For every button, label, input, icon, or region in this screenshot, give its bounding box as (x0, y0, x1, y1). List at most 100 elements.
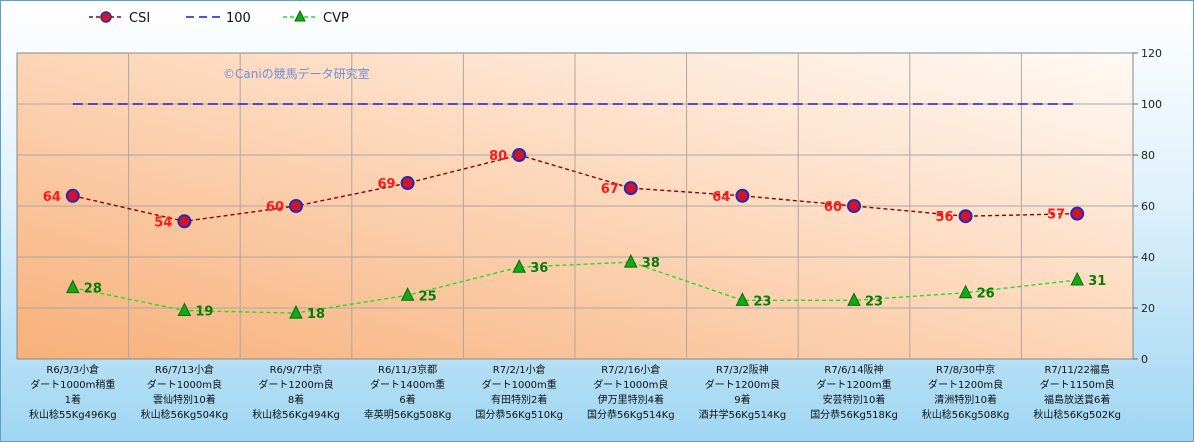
y-tick-label: 120 (1141, 47, 1162, 60)
y-tick-label: 60 (1141, 200, 1155, 213)
data-label: 19 (195, 305, 213, 320)
legend-item: CSI (89, 11, 150, 26)
data-label: 36 (530, 261, 548, 276)
data-label: 18 (307, 307, 325, 322)
legend-label: 100 (226, 11, 251, 26)
x-tick-label-line: R6/11/3京都 (378, 363, 437, 376)
data-label: 54 (154, 215, 172, 230)
y-tick-label: 0 (1141, 353, 1148, 366)
x-tick-label-line: ダート1000m重 (482, 378, 557, 391)
data-label: 64 (712, 190, 730, 205)
x-tick-label-line: R7/8/30中京 (936, 363, 995, 376)
x-tick-label-line: 清洲特別10着 (934, 393, 997, 406)
y-tick-label: 20 (1141, 302, 1155, 315)
legend-marker (294, 9, 306, 22)
legend-marker (100, 11, 112, 23)
x-tick-label-line: 有田特別2着 (491, 393, 547, 406)
x-tick-label-line: ダート1000m良 (147, 378, 222, 391)
data-point (847, 199, 861, 213)
data-point (847, 292, 861, 306)
data-point (177, 214, 192, 229)
x-tick-label-line: ダート1000m稍重 (30, 378, 115, 391)
x-tick-label-line: 伊万里特別4着 (598, 393, 664, 406)
data-label: 23 (865, 294, 883, 309)
data-label: 80 (489, 149, 507, 164)
data-point (65, 188, 80, 203)
data-point (735, 292, 750, 306)
x-tick-label-line: 雲仙特別10着 (153, 393, 216, 406)
data-point (512, 259, 527, 273)
x-tick-label-line: 酒井学56Kg514Kg (699, 408, 787, 421)
x-tick-label-line: 国分恭56Kg518Kg (810, 409, 898, 421)
y-tick-label: 40 (1141, 251, 1155, 264)
x-tick-label-line: 秋山稔56Kg494Kg (252, 408, 340, 421)
data-point (623, 181, 638, 196)
x-tick-label-line: ダート1200m良 (705, 378, 780, 391)
data-point (512, 148, 527, 162)
data-point (958, 284, 973, 299)
data-label: 57 (1047, 208, 1065, 223)
x-tick-label-line: 6着 (399, 393, 415, 406)
data-point (1070, 271, 1085, 286)
data-label: 25 (419, 289, 437, 304)
y-tick-label: 100 (1141, 98, 1162, 111)
data-point (1070, 206, 1085, 221)
data-point (735, 188, 750, 203)
data-label: 56 (936, 210, 954, 225)
x-tick-label-line: R6/7/13小倉 (155, 363, 214, 376)
series-layer: 64 54 60 69 80 67 64 60 56 57 28 19 18 25 36 38 23 23 26 31 (43, 103, 1106, 322)
x-tick-label-line: R7/3/2阪神 (716, 363, 769, 376)
x-tick-label-line: 安芸特別10着 (823, 393, 886, 406)
data-point (65, 279, 80, 294)
legend-item: 100 (186, 11, 251, 26)
x-tick-label-line: 国分恭56Kg514Kg (587, 409, 675, 421)
x-tick-label-line: 秋山稔56Kg508Kg (922, 408, 1010, 421)
x-tick-label-line: R7/11/22福島 (1044, 363, 1110, 376)
x-tick-label-line: ダート1000m良 (593, 378, 668, 391)
data-label: 23 (753, 294, 771, 309)
legend-label: CSI (129, 11, 150, 26)
legend-item: CVP (283, 9, 349, 26)
x-tick-label-line: 幸英明56Kg508Kg (364, 408, 452, 421)
data-label: 69 (378, 177, 396, 192)
x-tick-label-line: 1着 (65, 393, 81, 406)
x-tick-label-line: 福島放送賞6着 (1044, 393, 1110, 406)
data-label: 28 (84, 282, 102, 297)
x-tick-label-line: ダート1200m良 (258, 378, 333, 391)
x-tick-label-line: ダート1400m重 (370, 378, 445, 391)
series-line (72, 261, 1078, 314)
watermark: ©Caniの競馬データ研究室 (223, 66, 370, 81)
x-tick-label-line: 国分恭56Kg510Kg (475, 409, 563, 421)
data-point (289, 199, 303, 213)
x-tick-label-line: R6/9/7中京 (270, 363, 323, 376)
data-label: 26 (977, 287, 995, 302)
x-tick-label-line: R6/3/3小倉 (46, 363, 99, 376)
x-tick-label-line: 8着 (288, 393, 304, 406)
x-tick-label-line: 秋山稔56Kg504Kg (141, 408, 229, 421)
data-label: 31 (1088, 274, 1106, 289)
x-tick-label-line: 秋山稔55Kg496Kg (29, 408, 117, 421)
data-label: 60 (266, 200, 284, 215)
data-point (400, 176, 415, 191)
x-tick-label-line: ダート1200m重 (816, 378, 891, 391)
data-label: 67 (601, 182, 619, 197)
data-point (400, 287, 415, 301)
series-csi: 64 54 60 69 80 67 64 60 56 57 (43, 148, 1085, 230)
x-tick-label-line: 9着 (734, 393, 750, 406)
data-point (177, 302, 192, 317)
data-label: 60 (824, 200, 842, 215)
legend-label: CVP (323, 11, 349, 26)
